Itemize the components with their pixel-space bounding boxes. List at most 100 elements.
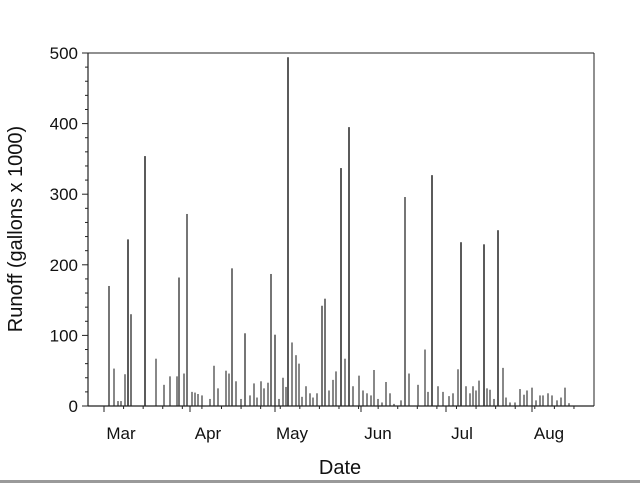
runoff-bar: [282, 377, 284, 406]
runoff-bar: [186, 213, 188, 406]
runoff-bar: [240, 398, 242, 406]
runoff-bar: [352, 386, 354, 406]
runoff-bar: [235, 381, 237, 406]
runoff-bar: [460, 242, 462, 406]
runoff-bar: [389, 393, 391, 406]
runoff-bar: [531, 387, 533, 406]
runoff-bar: [298, 363, 300, 406]
x-tick-label-may: May: [276, 424, 309, 443]
runoff-bar: [328, 390, 330, 406]
runoff-bar: [370, 395, 372, 406]
runoff-bar: [305, 386, 307, 406]
x-tick-label-aug: Aug: [534, 424, 564, 443]
runoff-bar: [478, 380, 480, 406]
runoff-bar: [509, 402, 511, 406]
runoff-bar: [489, 389, 491, 406]
runoff-bar: [483, 244, 485, 406]
runoff-bar: [493, 398, 495, 406]
runoff-bar: [519, 389, 521, 406]
runoff-bar: [362, 390, 364, 406]
runoff-bar: [417, 384, 419, 406]
runoff-bar: [377, 398, 379, 406]
y-axis-title: Runoff (gallons x 1000): [5, 126, 27, 332]
runoff-bar: [249, 395, 251, 406]
runoff-bar: [194, 392, 196, 406]
runoff-bar: [260, 381, 262, 406]
runoff-bar: [431, 175, 433, 406]
runoff-bar: [124, 374, 126, 406]
runoff-bar: [526, 390, 528, 406]
runoff-bar: [127, 239, 129, 406]
axes: 0 100 200 300 400 500 Mar Apr May Jun Jul Aug: [50, 44, 595, 443]
x-tick-label-jun: Jun: [364, 424, 391, 443]
runoff-bar: [217, 388, 219, 406]
runoff-bar: [424, 349, 426, 406]
runoff-bar: [130, 314, 132, 406]
runoff-bar: [197, 393, 199, 406]
runoff-bar: [169, 376, 171, 406]
runoff-bar: [539, 395, 541, 406]
runoff-bar: [556, 400, 558, 406]
runoff-bar: [120, 401, 122, 406]
y-tick-label: 300: [50, 185, 78, 204]
runoff-bar: [400, 400, 402, 406]
runoff-bar: [155, 358, 157, 406]
runoff-bar: [514, 402, 516, 406]
runoff-bar: [176, 376, 178, 406]
runoff-bar: [228, 373, 230, 406]
runoff-bar: [301, 396, 303, 406]
runoff-bar: [324, 298, 326, 406]
runoff-bar: [231, 268, 233, 406]
runoff-bar: [452, 393, 454, 406]
runoff-bar: [256, 397, 258, 406]
runoff-bar: [274, 334, 276, 406]
runoff-bar: [321, 305, 323, 406]
runoff-bar: [291, 342, 293, 406]
runoff-bar: [497, 230, 499, 406]
runoff-bar: [335, 371, 337, 406]
runoff-bar: [437, 386, 439, 406]
runoff-bar: [201, 395, 203, 406]
runoff-bar: [278, 398, 280, 406]
runoff-bar: [393, 403, 395, 406]
runoff-bar: [542, 395, 544, 406]
runoff-bar: [213, 365, 215, 406]
runoff-bar: [564, 387, 566, 406]
runoff-bar: [117, 401, 119, 406]
y-tick-label: 0: [69, 397, 78, 416]
runoff-bar: [267, 382, 269, 406]
runoff-bar: [502, 367, 504, 406]
runoff-bar: [404, 197, 406, 406]
runoff-bar: [316, 393, 318, 406]
runoff-bar: [287, 57, 289, 407]
runoff-bar: [408, 373, 410, 406]
runoff-bar: [285, 386, 287, 406]
x-axis-title: Date: [319, 457, 361, 479]
runoff-bar: [209, 398, 211, 406]
runoff-bar: [469, 393, 471, 406]
y-tick-label: 500: [50, 44, 78, 63]
runoff-bar: [108, 285, 110, 406]
runoff-bar: [448, 396, 450, 406]
y-tick-label: 100: [50, 326, 78, 345]
runoff-bar: [457, 369, 459, 406]
y-tick-label: 200: [50, 256, 78, 275]
runoff-bar: [373, 369, 375, 406]
runoff-bar: [295, 355, 297, 406]
runoff-bar: [358, 375, 360, 406]
runoff-bar: [309, 393, 311, 406]
y-tick-label: 400: [50, 115, 78, 134]
runoff-bar: [344, 358, 346, 406]
x-tick-label-mar: Mar: [106, 424, 136, 443]
runoff-bar: [191, 391, 193, 406]
runoff-bar: [183, 373, 185, 406]
runoff-bar: [113, 368, 115, 406]
runoff-bar: [505, 397, 507, 406]
runoff-bar: [340, 168, 342, 406]
x-tick-label-jul: Jul: [451, 424, 473, 443]
runoff-bar: [263, 388, 265, 406]
runoff-bar: [560, 397, 562, 406]
runoff-bar: [472, 386, 474, 406]
runoff-bar: [547, 393, 549, 406]
